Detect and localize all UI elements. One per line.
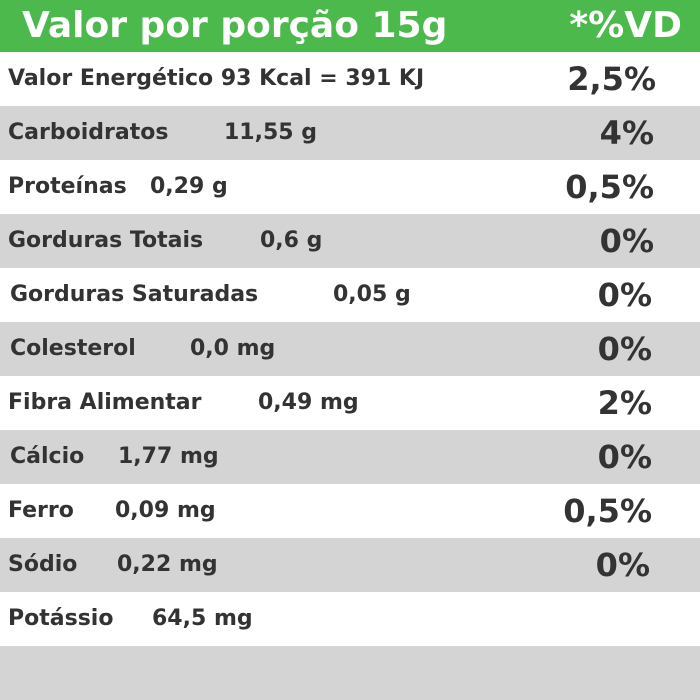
nutrient-name: Colesterol — [10, 336, 136, 361]
daily-value: 0% — [597, 438, 652, 476]
nutrient-name: Ferro — [8, 498, 74, 523]
daily-value: 0% — [597, 330, 652, 368]
nutrient-row: Gorduras Saturadas 0,05 g 0% — [0, 268, 700, 322]
nutrient-row: Sódio 0,22 mg 0% — [0, 538, 700, 592]
daily-value: 0% — [597, 276, 652, 314]
nutrient-row: Carboidratos 11,55 g 4% — [0, 106, 700, 160]
nutrient-amount: 0,6 g — [260, 228, 323, 253]
daily-value: 0% — [595, 546, 650, 584]
nutrient-amount: 0,09 mg — [115, 498, 216, 523]
nutrient-amount: 0,22 mg — [117, 552, 218, 577]
nutrient-row: Cálcio 1,77 mg 0% — [0, 430, 700, 484]
nutrient-row: Ferro 0,09 mg 0,5% — [0, 484, 700, 538]
nutrient-name: Proteínas — [8, 174, 127, 199]
nutrient-amount: 11,55 g — [224, 120, 317, 145]
daily-value: 0,5% — [563, 492, 652, 530]
header-title: Valor por porção 15g — [22, 5, 448, 46]
nutrient-amount: 0,49 mg — [258, 390, 359, 415]
daily-value: 4% — [599, 114, 654, 152]
nutrient-name: Gorduras Saturadas — [10, 282, 259, 307]
nutrient-row: Proteínas 0,29 g 0,5% — [0, 160, 700, 214]
nutrient-name: Carboidratos — [8, 120, 169, 145]
nutrient-name: Valor Energético 93 Kcal = 391 KJ — [8, 66, 425, 91]
daily-value: 0% — [599, 222, 654, 260]
daily-value: 2% — [597, 384, 652, 422]
nutrient-name: Fibra Alimentar — [8, 390, 202, 415]
nutrient-amount: 1,77 mg — [118, 444, 219, 469]
vd-label: *%VD — [569, 5, 682, 46]
daily-value: 2,5% — [567, 60, 656, 98]
nutrient-row: Gorduras Totais 0,6 g 0% — [0, 214, 700, 268]
header: Valor por porção 15g *%VD — [0, 0, 700, 52]
nutrient-name: Potássio — [8, 606, 114, 631]
nutrient-amount: 0,05 g — [333, 282, 411, 307]
nutrient-amount: 0,0 mg — [190, 336, 276, 361]
nutrient-amount: 64,5 mg — [152, 606, 253, 631]
nutrient-name: Gorduras Totais — [8, 228, 204, 253]
nutrient-row: Valor Energético 93 Kcal = 391 KJ 2,5% — [0, 52, 700, 106]
nutrient-row: Colesterol 0,0 mg 0% — [0, 322, 700, 376]
nutrient-row: Fibra Alimentar 0,49 mg 2% — [0, 376, 700, 430]
daily-value: 0,5% — [565, 168, 654, 206]
nutrient-amount: 0,29 g — [150, 174, 228, 199]
nutrient-row: Potássio 64,5 mg — [0, 592, 700, 646]
nutrient-name: Sódio — [8, 552, 78, 577]
nutrient-name: Cálcio — [10, 444, 85, 469]
